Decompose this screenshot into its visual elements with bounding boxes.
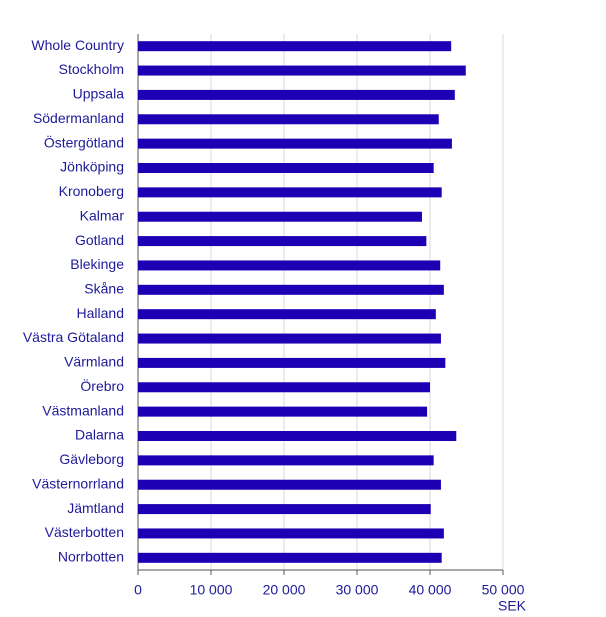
x-tick-label: 10 000: [190, 582, 233, 598]
y-tick-label: Norrbotten: [58, 549, 124, 565]
y-tick-label: Stockholm: [59, 61, 124, 77]
bar: [138, 333, 441, 344]
bar: [138, 528, 444, 539]
y-tick-label: Kronoberg: [59, 183, 124, 199]
y-tick-label: Uppsala: [73, 86, 125, 102]
bar: [138, 284, 444, 295]
x-tick-label: 40 000: [409, 582, 452, 598]
bar: [138, 552, 442, 563]
y-tick-label: Kalmar: [80, 207, 125, 223]
y-tick-label: Södermanland: [33, 110, 124, 126]
y-tick-label: Halland: [77, 305, 124, 321]
bar: [138, 89, 455, 100]
y-tick-label: Västerbotten: [45, 524, 124, 540]
bar: [138, 138, 452, 149]
x-axis-label: SEK: [498, 598, 527, 614]
y-tick-label: Gävleborg: [59, 451, 124, 467]
bar: [138, 382, 430, 393]
bar: [138, 504, 431, 515]
y-tick-label: Jämtland: [67, 500, 124, 516]
bar: [138, 187, 442, 198]
y-tick-label: Jönköping: [60, 159, 124, 175]
bar: [138, 455, 434, 466]
x-tick-label: 20 000: [263, 582, 306, 598]
bar: [138, 309, 436, 320]
bar: [138, 357, 446, 368]
bar: [138, 431, 457, 441]
y-tick-label: Östergötland: [44, 133, 124, 150]
x-tick-label: 0: [134, 582, 142, 598]
x-tick-label: 30 000: [336, 582, 379, 598]
y-tick-label: Värmland: [64, 354, 124, 370]
bar: [138, 211, 422, 222]
bar: [138, 260, 441, 271]
y-tick-label: Whole Country: [31, 37, 124, 53]
bar: [138, 65, 466, 76]
y-tick-label: Blekinge: [70, 256, 124, 272]
y-tick-label: Örebro: [80, 377, 124, 394]
bar: [138, 406, 428, 417]
bar: [138, 236, 427, 247]
bar: [138, 479, 441, 490]
bar: [138, 41, 452, 52]
bar: [138, 163, 434, 173]
y-tick-label: Skåne: [84, 281, 124, 297]
bar: [138, 114, 439, 125]
x-tick-label: 50 000: [482, 582, 525, 598]
y-tick-label: Västmanland: [42, 402, 124, 418]
y-tick-label: Västra Götaland: [23, 329, 124, 345]
y-tick-label: Västernorrland: [32, 475, 124, 491]
y-tick-label: Dalarna: [75, 427, 124, 443]
y-tick-label: Gotland: [75, 232, 124, 248]
